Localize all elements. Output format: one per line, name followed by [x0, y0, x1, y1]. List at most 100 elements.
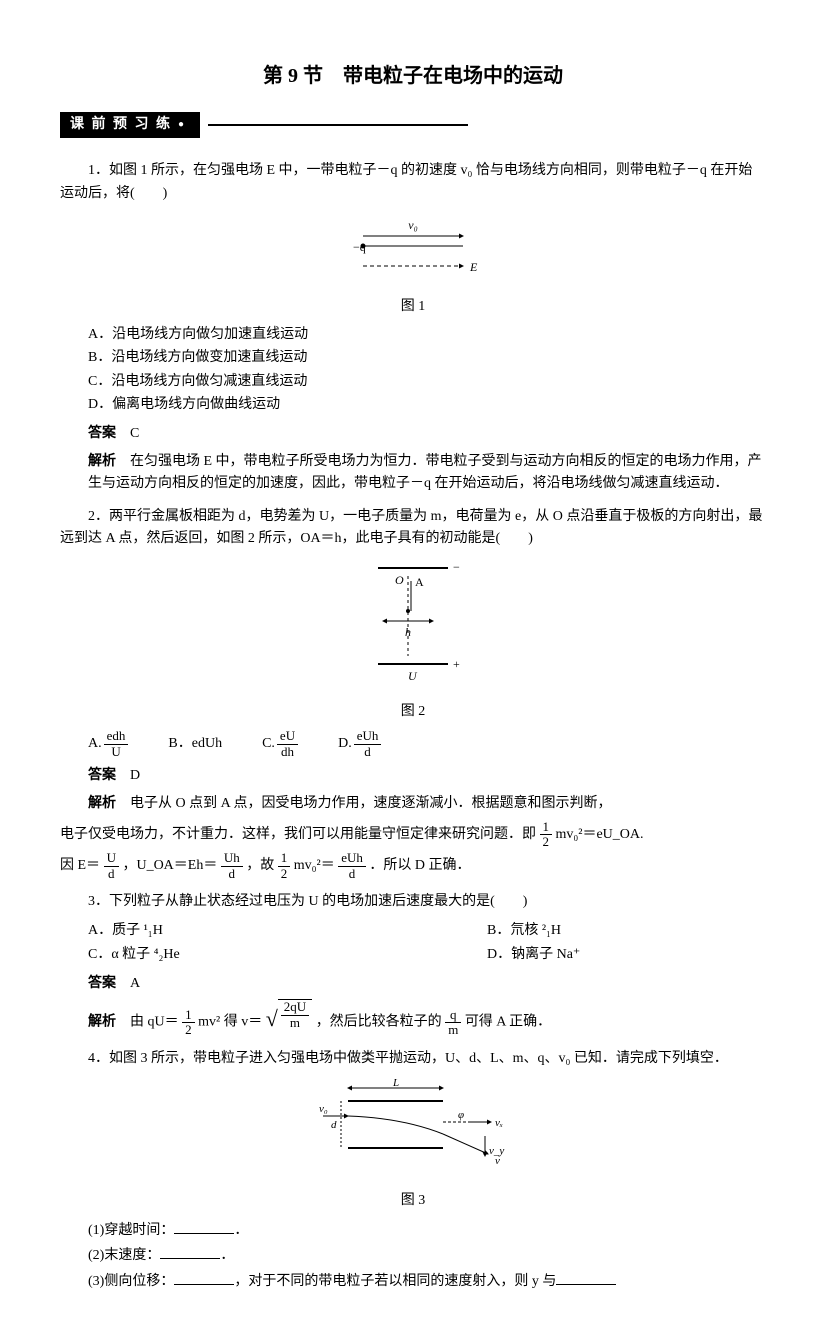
- q2-stem: 2．两平行金属板相距为 d，电势差为 U，一电子质量为 m，电荷量为 e，从 O…: [60, 506, 766, 551]
- q2-d-den: d: [354, 745, 382, 759]
- figure-3-caption: 图 3: [60, 1190, 766, 1212]
- Uhd-frac: Uh d: [221, 851, 243, 881]
- q3-options: A．质子 ¹₁H C．α 粒子 ⁴₂He B．氘核 ²₁H D．钠离子 Na⁺: [88, 919, 766, 967]
- svg-text:+: +: [453, 657, 460, 671]
- svg-text:v₀: v₀: [408, 218, 418, 232]
- half-num-3: 1: [182, 1008, 195, 1023]
- Ud-den: d: [104, 867, 119, 881]
- figure-1-caption: 图 1: [60, 296, 766, 318]
- eUhd-frac: eUh d: [338, 851, 366, 881]
- svg-text:v: v: [495, 1155, 500, 1167]
- q2-opt-c-label: C.: [262, 733, 275, 755]
- svg-text:L: L: [392, 1077, 399, 1089]
- q2-analysis-line2: 电子仅受电场力，不计重力．这样，我们可以用能量守恒定律来研究问题．即 1 2 m…: [60, 820, 766, 850]
- section-banner: 课 前 预 习 练: [60, 112, 766, 138]
- Ud-frac: U d: [104, 851, 119, 881]
- q1-answer-value: C: [130, 426, 139, 441]
- q4-part1: (1)穿越时间： ．: [60, 1219, 766, 1242]
- qm-num: q: [445, 1008, 461, 1023]
- blank-2: [160, 1244, 220, 1259]
- svg-text:A: A: [415, 575, 424, 589]
- svg-text:E: E: [469, 260, 478, 274]
- q3-ad: 可得 A 正确．: [465, 1015, 551, 1030]
- half-den-2: 2: [278, 867, 291, 881]
- q2-a3a: 因 E＝: [60, 858, 100, 873]
- radical-icon: √: [266, 1008, 278, 1030]
- blank-1: [174, 1219, 234, 1234]
- q2-option-b: B．edUh: [168, 733, 222, 755]
- q3-analysis-label: 解析: [88, 1013, 116, 1029]
- svg-text:U: U: [408, 669, 418, 683]
- svg-text:h: h: [405, 625, 411, 639]
- eUhd-num: eUh: [338, 851, 366, 866]
- page-title: 第 9 节 带电粒子在电场中的运动: [60, 60, 766, 92]
- q2-a3d: mv₀²＝: [294, 858, 335, 873]
- q4-part3: (3)侧向位移： ，对于不同的带电粒子若以相同的速度射入，则 y 与: [60, 1270, 766, 1293]
- q4-p3a-label: (3)侧向位移：: [88, 1274, 174, 1289]
- q2-analysis-p1: 电子从 O 点到 A 点，因受电场力作用，速度逐渐减小．根据题意和图示判断，: [130, 796, 611, 811]
- q1-option-a: A．沿电场线方向做匀加速直线运动: [88, 324, 766, 346]
- q3-option-d: D．钠离子 Na⁺: [487, 944, 766, 966]
- figure-2-caption: 图 2: [60, 701, 766, 723]
- q2-analysis-label: 解析: [88, 794, 116, 810]
- q2-option-d: D. eUh d: [338, 729, 381, 759]
- svg-text:vₓ: vₓ: [495, 1117, 503, 1129]
- q4-stem: 4．如图 3 所示，带电粒子进入匀强电场中做类平抛运动，U、d、L、m、q、v₀…: [60, 1048, 766, 1070]
- q4-p1-end: ．: [234, 1223, 248, 1238]
- blank-3: [174, 1270, 234, 1285]
- figure-2: − + O A h U: [60, 556, 766, 694]
- q4-p1-label: (1)穿越时间：: [88, 1223, 174, 1238]
- svg-text:−: −: [453, 560, 460, 574]
- q4-p2-label: (2)末速度：: [88, 1248, 160, 1263]
- q2-option-a: A. edh U: [88, 729, 128, 759]
- q2-a-den: U: [104, 745, 129, 759]
- q1-analysis-text: 在匀强电场 E 中，带电粒子所受电场力为恒力．带电粒子受到与运动方向相反的恒定的…: [88, 454, 762, 491]
- q1-option-c: C．沿电场线方向做匀减速直线运动: [88, 371, 766, 393]
- q2-a-num: edh: [104, 729, 129, 744]
- q3-stem: 3．下列粒子从静止状态经过电压为 U 的电场加速后速度最大的是( ): [60, 891, 766, 913]
- q3-option-a: A．质子 ¹₁H: [88, 920, 367, 942]
- q1-stem: 1．如图 1 所示，在匀强电场 E 中，一带电粒子－q 的初速度 v₀ 恰与电场…: [60, 160, 766, 205]
- q2-a2b: mv₀²＝eU_OA.: [556, 827, 644, 842]
- q2-opt-a-label: A.: [88, 733, 102, 755]
- q4-part2: (2)末速度：．: [60, 1244, 766, 1267]
- qm-frac: q m: [445, 1008, 461, 1038]
- sqrt-expr: √ 2qU m: [266, 999, 312, 1030]
- q2-a3e: ．所以 D 正确．: [369, 858, 470, 873]
- q1-option-d: D．偏离电场线方向做曲线运动: [88, 394, 766, 416]
- svg-text:φ: φ: [458, 1109, 464, 1121]
- q2-answer-label: 答案: [88, 766, 116, 782]
- q3-option-c: C．α 粒子 ⁴₂He: [88, 944, 367, 966]
- q4-p3b-label: ，对于不同的带电粒子若以相同的速度射入，则 y 与: [234, 1274, 556, 1289]
- Uhd-den: d: [221, 867, 243, 881]
- svg-text:−q: −q: [353, 240, 366, 254]
- q2-answer-value: D: [130, 768, 140, 783]
- q2-options: A. edh U B．edUh C. eU dh D. eUh d: [88, 729, 766, 759]
- q2-a3c: ，故: [246, 858, 278, 873]
- blank-4: [556, 1270, 616, 1285]
- half-num-1: 1: [540, 820, 553, 835]
- banner-label: 课 前 预 习 练: [60, 112, 200, 138]
- figure-1: v₀ −q E: [60, 211, 766, 289]
- q2-analysis-line3: 因 E＝ U d ，U_OA＝Eh＝ Uh d ，故 1 2 mv₀²＝ eUh…: [60, 851, 766, 881]
- q1-option-b: B．沿电场线方向做变加速直线运动: [88, 347, 766, 369]
- q1-options: A．沿电场线方向做匀加速直线运动 B．沿电场线方向做变加速直线运动 C．沿电场线…: [88, 324, 766, 417]
- q1-answer-label: 答案: [88, 424, 116, 440]
- eUhd-den: d: [338, 867, 366, 881]
- figure-3: L d v₀ vₓ φ v_y v: [60, 1076, 766, 1184]
- q3-answer-label: 答案: [88, 974, 116, 990]
- q3-analysis: 解析 由 qU＝ 1 2 mv² 得 v＝ √ 2qU m ，然后比较各粒子的 …: [88, 999, 766, 1037]
- q2-c-den: dh: [277, 745, 298, 759]
- half-den-1: 2: [540, 835, 553, 849]
- q2-opt-d-frac: eUh d: [354, 729, 382, 759]
- q2-a2a: 电子仅受电场力，不计重力．这样，我们可以用能量守恒定律来研究问题．即: [60, 827, 540, 842]
- q3-aa: 由 qU＝: [130, 1015, 179, 1030]
- half-den-3: 2: [182, 1023, 195, 1037]
- q2-a3b: ，U_OA＝Eh＝: [122, 858, 217, 873]
- q2-opt-d-label: D.: [338, 733, 352, 755]
- q3-option-b: B．氘核 ²₁H: [487, 920, 766, 942]
- Ud-num: U: [104, 851, 119, 866]
- q1-answer: 答案 C: [88, 421, 766, 445]
- half-frac-2: 1 2: [278, 851, 291, 881]
- q2-c-num: eU: [277, 729, 298, 744]
